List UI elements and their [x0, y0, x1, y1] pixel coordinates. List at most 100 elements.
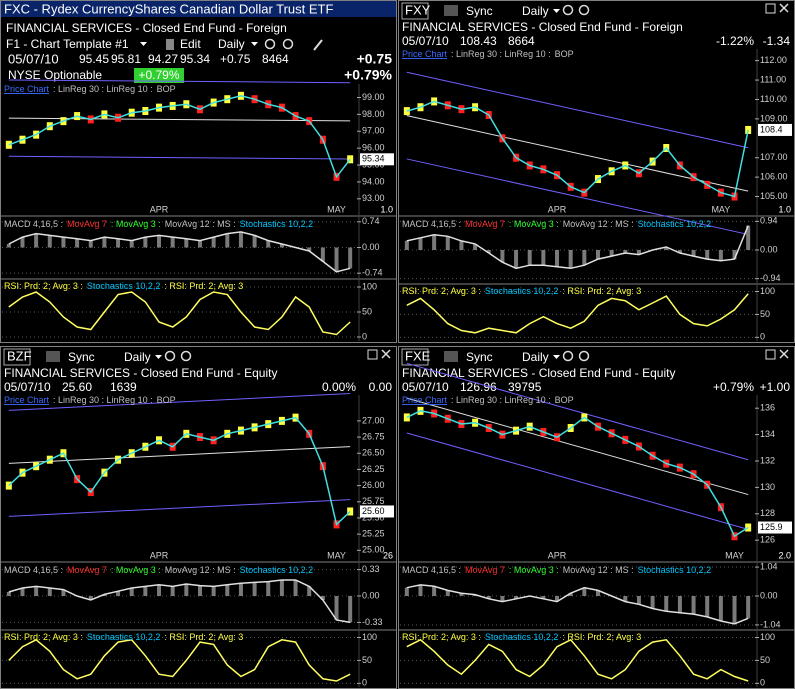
macd-histogram: [623, 596, 628, 602]
macd-histogram: [211, 237, 216, 248]
linreg-line: [406, 158, 749, 235]
dropdown-arrow: [553, 9, 560, 13]
price-line: [406, 100, 749, 198]
macd-histogram: [279, 244, 284, 248]
price-tick-label: 26.50: [362, 448, 385, 458]
macd-legend: MACD 4,16,5 : MovAvg 7: MovAvg 3 : MovAvg …: [4, 219, 313, 229]
legend-item: RSI: Prd: 2; Avg: 3 :: [4, 632, 83, 642]
template-menu[interactable]: F1 - Chart Template #1: [6, 37, 129, 51]
last-price-box: [360, 505, 394, 518]
price-legend: Price Chart: LinReg 30 : LinReg 10 : BOP: [402, 49, 574, 59]
maximize-button[interactable]: [367, 349, 378, 360]
macd-histogram: [732, 250, 737, 260]
sync-button[interactable]: Sync: [68, 350, 95, 364]
legend-item: : RSI: Prd: 2; Avg: 3: [562, 286, 641, 296]
macd-histogram: [170, 586, 175, 596]
macd-histogram: [334, 247, 339, 272]
rsi-legend: RSI: Prd: 2; Avg: 3 : Stochastics 10,2,2:…: [402, 632, 641, 642]
macd-histogram: [432, 586, 437, 596]
last-price-box: [758, 521, 792, 534]
date-label: MAY: [711, 204, 730, 214]
price-line: [406, 410, 749, 538]
macd-histogram: [691, 250, 696, 257]
change: +1.00: [760, 380, 791, 394]
pct-box: [134, 68, 184, 83]
dropdown-arrow: [251, 42, 258, 46]
macd-histogram: [279, 580, 284, 596]
macd-tick-label: 0.00: [362, 590, 380, 600]
macd-histogram: [677, 596, 682, 613]
macd-histogram: [34, 233, 39, 248]
price-line: [8, 95, 351, 179]
macd-histogram: [20, 237, 25, 248]
macd-histogram: [432, 234, 437, 250]
legend-item: MACD 4,16,5 :: [402, 219, 461, 229]
macd-histogram: [623, 250, 628, 254]
symbol-box: [401, 2, 429, 20]
macd-histogram: [116, 238, 121, 248]
quote-volume: 8664: [508, 34, 535, 48]
macd-histogram: [75, 238, 80, 248]
macd-histogram: [746, 596, 751, 619]
rsi-legend: RSI: Prd: 2; Avg: 3 : Stochastics 10,2,2:…: [402, 286, 641, 296]
price-tick-label: 130: [760, 482, 775, 492]
edit-button[interactable]: Edit: [180, 37, 201, 51]
symbol: BZF: [7, 348, 32, 363]
macd-histogram: [595, 590, 600, 596]
legend-item: : LinReg 30 : LinReg 10 :: [53, 395, 153, 405]
price-tick-label: 25.25: [362, 528, 385, 538]
legend-item: Stochastics 10,2,2: [638, 565, 712, 575]
zoom-button[interactable]: [282, 38, 294, 50]
legend-item: Stochastics 10,2,2: [485, 632, 559, 642]
sync-icon: [444, 5, 458, 16]
close-button[interactable]: [381, 349, 391, 359]
zoom-button[interactable]: [164, 350, 176, 362]
macd-histogram: [514, 250, 519, 269]
macd-histogram: [184, 238, 189, 248]
close-button[interactable]: [779, 349, 789, 359]
legend-item: MACD 4,16,5 :: [4, 219, 63, 229]
legend-item: BOP: [157, 84, 176, 94]
macd-tick-label: 0.74: [362, 216, 380, 226]
period-menu[interactable]: Daily: [522, 4, 549, 18]
macd-histogram: [595, 250, 600, 260]
legend-item: : MovAvg 3 :: [509, 565, 559, 575]
legend-item: RSI: Prd: 2; Avg: 3 :: [402, 286, 481, 296]
zoom-button[interactable]: [578, 4, 590, 16]
zoom-button[interactable]: [180, 350, 192, 362]
macd-histogram: [197, 240, 202, 248]
maximize-button[interactable]: [765, 3, 776, 14]
period-menu[interactable]: Daily: [124, 350, 151, 364]
sync-button[interactable]: Sync: [466, 350, 493, 364]
linreg-line: [8, 79, 351, 84]
zoom-button[interactable]: [578, 350, 590, 362]
zoom-button[interactable]: [264, 38, 276, 50]
maximize-button[interactable]: [765, 349, 776, 360]
close-button[interactable]: [779, 3, 789, 13]
price-tick-label: 110.00: [760, 94, 787, 104]
exchange: NYSE: [8, 68, 41, 82]
last-price-label: 108.4: [760, 124, 783, 134]
quote-high: 95.81: [111, 52, 141, 66]
macd-tick-label: 1.04: [760, 561, 778, 571]
rsi-tick-label: 100: [760, 632, 775, 642]
macd-histogram: [307, 586, 312, 596]
sync-button[interactable]: Sync: [466, 4, 493, 18]
symbol-box: [401, 348, 429, 366]
last-price-label: 95.34: [362, 154, 385, 164]
period-menu[interactable]: Daily: [218, 37, 245, 51]
pct-change: -1.22%: [716, 34, 754, 48]
macd-tick-label: 0.00: [362, 242, 380, 252]
macd-histogram: [582, 250, 587, 266]
quote-date: 05/07/10: [4, 380, 51, 394]
macd-histogram: [418, 584, 423, 596]
zoom-button[interactable]: [562, 350, 574, 362]
legend-item: Stochastics 10,2,2: [638, 219, 712, 229]
macd-histogram: [650, 596, 655, 609]
zoom-button[interactable]: [562, 4, 574, 16]
macd-histogram: [636, 250, 641, 255]
period-menu[interactable]: Daily: [522, 350, 549, 364]
dropdown-arrow: [140, 42, 147, 46]
macd-tick-label: 0.00: [760, 244, 778, 254]
price-legend: Price Chart: LinReg 30 : LinReg 10 : BOP: [4, 84, 176, 94]
